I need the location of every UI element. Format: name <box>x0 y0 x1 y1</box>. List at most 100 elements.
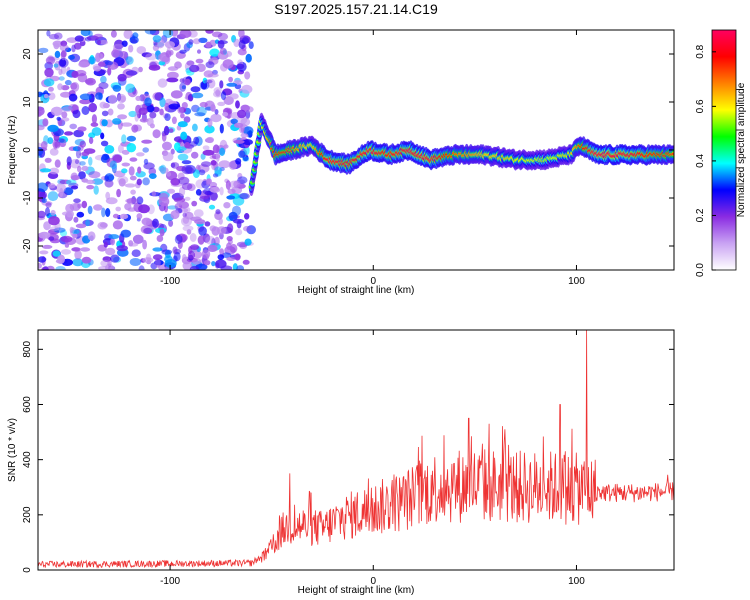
noise-blob <box>188 39 194 45</box>
y-tick-label: 600 <box>22 396 33 413</box>
noise-blob <box>152 44 159 52</box>
noise-blob <box>174 61 182 69</box>
noise-blob <box>182 216 190 224</box>
noise-blob <box>39 250 49 255</box>
noise-blob <box>60 249 72 255</box>
noise-blob <box>179 49 187 54</box>
noise-blob <box>214 109 219 115</box>
noise-blob <box>248 41 254 49</box>
noise-blob <box>44 157 52 163</box>
noise-blob <box>227 223 234 234</box>
noise-blob <box>78 171 86 180</box>
noise-blob <box>181 165 193 175</box>
noise-blob <box>70 175 80 181</box>
noise-blob <box>66 179 77 186</box>
noise-blob <box>209 48 220 57</box>
noise-blob <box>159 167 169 174</box>
noise-blob <box>219 47 227 55</box>
ridge-segment <box>671 152 674 156</box>
noise-blob <box>81 165 89 172</box>
noise-blob <box>193 250 203 259</box>
noise-blob <box>211 261 216 267</box>
noise-blob <box>123 30 133 39</box>
noise-blob <box>48 86 54 92</box>
noise-blob <box>206 136 214 144</box>
noise-blob <box>188 250 195 260</box>
noise-blob <box>73 198 81 203</box>
noise-blob <box>202 149 215 156</box>
y-tick-label: 0 <box>22 567 33 573</box>
noise-blob <box>225 180 231 190</box>
chart-title: S197.2025.157.21.14.C19 <box>274 1 438 17</box>
noise-blob <box>128 110 137 118</box>
noise-blob <box>97 221 108 230</box>
noise-blob <box>220 91 227 101</box>
noise-blob <box>45 207 50 217</box>
noise-blob <box>100 140 109 147</box>
noise-blob <box>214 236 220 246</box>
noise-blob <box>146 117 154 127</box>
noise-blob <box>60 117 70 122</box>
noise-blob <box>170 210 180 220</box>
noise-blob <box>178 146 187 151</box>
x-tick-label: 0 <box>370 576 376 587</box>
noise-blob <box>146 253 152 262</box>
snr-ticks: -100 0 100 0 200 400 600 800 <box>22 330 674 587</box>
noise-blob <box>218 160 231 169</box>
noise-blob <box>121 40 128 47</box>
noise-blob <box>237 109 247 119</box>
noise-blob <box>69 226 74 234</box>
noise-blob <box>71 70 79 78</box>
noise-blob <box>91 114 97 124</box>
colorbar-gradient <box>712 30 736 270</box>
noise-blob <box>194 219 206 225</box>
noise-blob <box>233 38 240 48</box>
noise-blob <box>109 160 118 169</box>
noise-blob <box>43 221 51 231</box>
noise-blob <box>76 211 85 218</box>
noise-blob <box>98 82 109 90</box>
noise-blob <box>191 200 198 207</box>
noise-blob <box>126 143 137 153</box>
noise-blob <box>88 156 93 166</box>
spectrogram-noise-field <box>38 30 256 270</box>
noise-blob <box>242 259 250 265</box>
noise-blob <box>58 57 69 68</box>
noise-blob <box>59 187 64 198</box>
noise-blob <box>142 147 149 153</box>
noise-blob <box>193 209 204 218</box>
noise-blob <box>75 149 82 159</box>
noise-blob <box>217 254 225 260</box>
noise-blob <box>179 30 192 38</box>
noise-blob <box>151 190 156 197</box>
noise-blob <box>167 71 179 79</box>
noise-blob <box>58 76 65 81</box>
noise-blob <box>64 131 74 136</box>
noise-blob <box>164 41 175 49</box>
noise-blob <box>38 262 42 269</box>
noise-blob <box>191 92 204 99</box>
noise-blob <box>98 266 111 270</box>
noise-blob <box>117 176 129 184</box>
noise-blob <box>38 210 46 219</box>
y-tick-label: 400 <box>22 451 33 468</box>
noise-blob <box>101 207 106 218</box>
noise-blob <box>191 151 199 159</box>
noise-blob <box>168 128 174 133</box>
noise-blob <box>119 51 128 59</box>
noise-blob <box>121 168 128 174</box>
noise-blob <box>79 247 91 252</box>
noise-blob <box>43 93 49 99</box>
x-tick-label: 100 <box>568 576 585 587</box>
noise-blob <box>69 123 77 130</box>
noise-blob <box>135 95 142 101</box>
noise-blob <box>205 61 215 69</box>
noise-blob <box>47 137 54 145</box>
noise-blob <box>141 52 152 58</box>
noise-blob <box>59 44 69 52</box>
noise-blob <box>182 254 187 262</box>
noise-blob <box>237 172 243 180</box>
noise-blob <box>44 67 54 78</box>
noise-blob <box>131 124 139 133</box>
noise-blob <box>190 86 201 93</box>
